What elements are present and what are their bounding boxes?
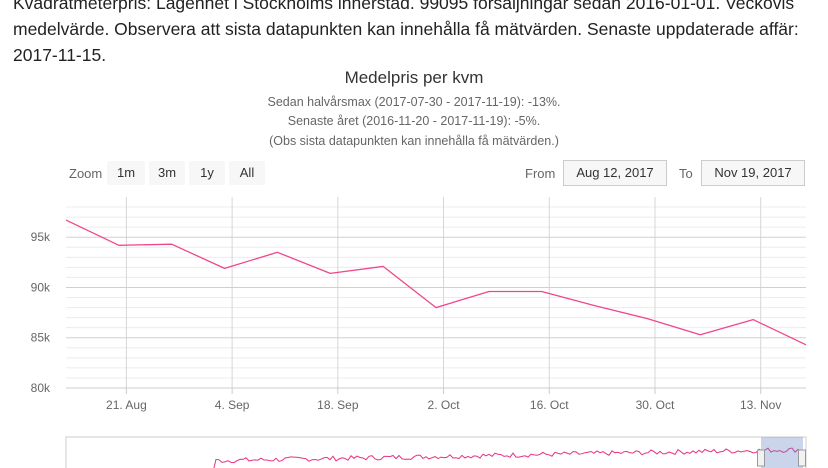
data-point[interactable] <box>116 242 122 248</box>
data-point[interactable] <box>697 332 703 338</box>
from-label: From <box>525 166 556 181</box>
zoom-label: Zoom <box>69 166 103 181</box>
navigator-right-handle[interactable] <box>798 449 806 467</box>
y-tick-label: 95k <box>31 230 51 244</box>
y-tick-label: 85k <box>31 331 51 345</box>
zoom-3m-button[interactable]: 3m <box>149 161 185 185</box>
to-label: To <box>679 166 693 181</box>
zoom-all-button[interactable]: All <box>229 161 265 185</box>
intro-line-1: Kvadratmeterpris: Lägenhet i Stockholms … <box>13 0 795 13</box>
series-line <box>65 219 807 346</box>
data-point[interactable] <box>222 265 228 271</box>
data-point[interactable] <box>803 342 809 348</box>
zoom-1y-button[interactable]: 1y <box>189 161 225 185</box>
chart-title: Medelpris per kvm <box>344 68 484 87</box>
y-tick-label: 80k <box>31 381 51 395</box>
zoom-1m-button[interactable]: 1m <box>107 161 145 185</box>
data-point[interactable] <box>592 303 598 309</box>
chart-subtitle-3: (Obs sista datapunkten kan innehålla få … <box>269 134 559 148</box>
y-tick-label: 90k <box>31 280 51 294</box>
data-point[interactable] <box>169 241 175 247</box>
data-point[interactable] <box>644 316 650 322</box>
x-tick-label: 18. Sep <box>317 398 359 412</box>
x-tick-label: 16. Oct <box>530 398 569 412</box>
data-point[interactable] <box>539 288 545 294</box>
from-date-input[interactable]: Aug 12, 2017 <box>563 160 667 186</box>
data-point[interactable] <box>63 217 69 223</box>
chart-subtitle-1: Sedan halvårsmax (2017-07-30 - 2017-11-1… <box>267 95 561 109</box>
chart-subtitle-2: Senaste året (2016-11-20 - 2017-11-19): … <box>287 114 541 128</box>
data-point[interactable] <box>750 317 756 323</box>
data-point[interactable] <box>327 270 333 276</box>
intro-line-3: 2017-11-15. <box>13 45 107 65</box>
data-point[interactable] <box>486 288 492 294</box>
x-tick-label: 2. Oct <box>428 398 461 412</box>
intro-text: Kvadratmeterpris: Lägenhet i Stockholms … <box>13 0 823 68</box>
navigator-left-handle[interactable] <box>757 449 765 467</box>
navigator-selected-range[interactable] <box>761 437 803 468</box>
data-point[interactable] <box>433 305 439 311</box>
x-tick-label: 21. Aug <box>106 398 147 412</box>
x-tick-label: 4. Sep <box>215 398 250 412</box>
intro-line-2: medelvärde. Observera att sista datapunk… <box>13 19 799 39</box>
x-tick-label: 30. Oct <box>636 398 675 412</box>
data-point[interactable] <box>380 263 386 269</box>
navigator-series-line <box>213 447 805 468</box>
to-date-input[interactable]: Nov 19, 2017 <box>701 160 805 186</box>
data-point[interactable] <box>274 249 280 255</box>
x-tick-label: 13. Nov <box>740 398 781 412</box>
